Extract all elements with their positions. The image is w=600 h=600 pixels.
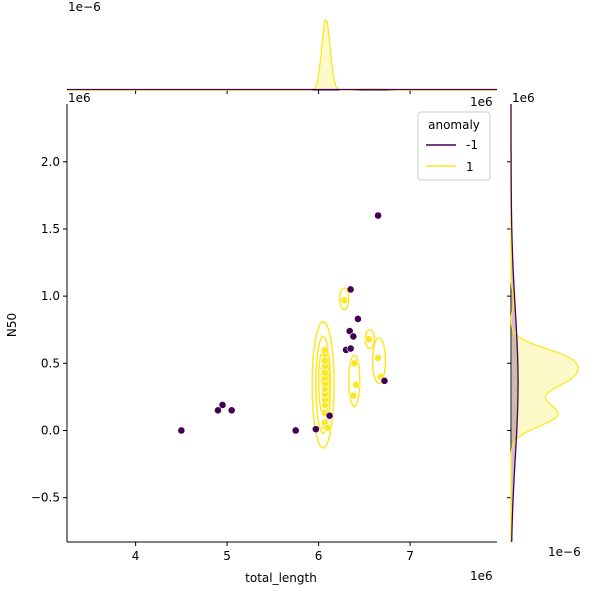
scatter-point-anomaly-neg xyxy=(325,411,334,420)
main-scatter-plot: 4 5 6 7 −0.5 0.0 0.5 1.0 1.5 2.0 xyxy=(31,104,497,563)
top-marginal-density xyxy=(67,18,497,94)
x-offset-label-top: 1e6 xyxy=(68,91,91,105)
right-marginal-offset-label-bottom: 1e−6 xyxy=(548,545,581,559)
scatter-point-anomaly-neg xyxy=(349,332,358,341)
y-tick-label: 0.5 xyxy=(41,356,60,370)
x-tick-label: 6 xyxy=(315,549,323,563)
legend-title: anomaly xyxy=(428,118,480,132)
y-tick-label: 1.0 xyxy=(41,289,60,303)
legend: anomaly -1 1 xyxy=(417,111,491,181)
scatter-point-anomaly-neg xyxy=(214,406,222,415)
top-marginal-fill-pos xyxy=(67,19,497,90)
kde-contour xyxy=(348,354,361,408)
y-tick-label: −0.5 xyxy=(31,491,60,505)
y-tick-label: 2.0 xyxy=(41,155,60,169)
kde-contour xyxy=(338,287,350,311)
scatter-point-anomaly-pos xyxy=(321,356,329,365)
right-marginal-curve-pos xyxy=(510,104,579,542)
scatter-point-anomaly-neg xyxy=(177,426,186,435)
scatter-point-anomaly-pos xyxy=(352,380,361,389)
scatter-point-anomaly-neg xyxy=(345,327,354,335)
top-marginal-offset-label: 1e−6 xyxy=(68,0,101,14)
right-marginal-offset-label-top: 1e6 xyxy=(512,91,535,105)
x-tick-label: 5 xyxy=(223,549,231,563)
x-axis-offset-label: 1e6 xyxy=(470,569,493,583)
scatter-point-anomaly-pos xyxy=(349,391,358,400)
scatter-point-anomaly-pos xyxy=(365,335,373,344)
scatter-point-anomaly-neg xyxy=(354,315,362,323)
scatter-point-anomaly-pos xyxy=(321,368,329,377)
x-tick-label: 4 xyxy=(132,549,140,563)
scatter-point-anomaly-pos xyxy=(323,423,332,432)
kde-contour xyxy=(371,337,387,385)
scatter-point-anomaly-neg xyxy=(227,406,236,415)
legend-label-pos: 1 xyxy=(466,160,474,174)
scatter-point-anomaly-neg xyxy=(346,285,355,294)
y-tick-label: 0.0 xyxy=(41,423,60,437)
x-offset-label-right: 1e6 xyxy=(470,95,493,109)
scatter-point-anomaly-pos xyxy=(340,296,349,305)
right-marginal-density xyxy=(507,104,579,542)
scatter-point-anomaly-neg xyxy=(218,401,227,409)
kde-contour xyxy=(315,335,332,434)
legend-box xyxy=(417,111,491,181)
scatter-point-anomaly-neg xyxy=(374,211,382,220)
y-tick-label: 1.5 xyxy=(41,222,60,236)
x-axis-label: total_length xyxy=(245,571,317,585)
kde-contour xyxy=(311,320,335,449)
scatter-point-anomaly-pos xyxy=(321,345,329,354)
scatter-point-anomaly-neg xyxy=(291,426,300,435)
right-marginal-fill-pos xyxy=(511,104,578,542)
scatter-point-anomaly-pos xyxy=(350,359,359,368)
scatter-point-anomaly-neg xyxy=(311,425,320,434)
scatter-point-anomaly-neg xyxy=(346,344,355,353)
scatter-point-anomaly-pos xyxy=(374,354,382,362)
top-marginal-curve-pos xyxy=(67,18,497,91)
right-marginal-curve-neg xyxy=(510,104,519,542)
scatter-point-anomaly-neg xyxy=(380,376,389,385)
legend-label-neg: -1 xyxy=(466,138,478,152)
x-tick-label: 7 xyxy=(406,549,414,563)
y-axis-label: N50 xyxy=(5,313,19,337)
